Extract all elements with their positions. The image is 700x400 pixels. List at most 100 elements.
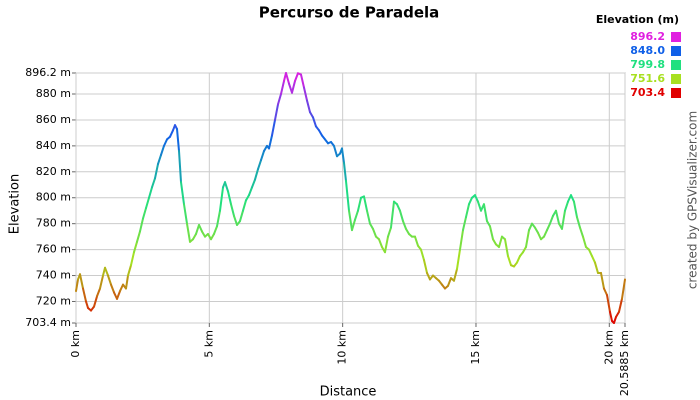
profile-segment (560, 209, 566, 230)
profile-segment (270, 118, 277, 137)
x-axis-label: Distance (320, 385, 377, 400)
profile-segment (136, 230, 141, 243)
profile-segment (356, 196, 362, 212)
profile-segment (572, 200, 578, 219)
profile-segment (198, 223, 203, 233)
profile-segment (124, 274, 129, 290)
profile-segment (142, 207, 147, 220)
profile-segment (371, 227, 377, 238)
profile-segment (342, 161, 347, 182)
legend-swatch (671, 88, 681, 98)
profile-segment (232, 214, 239, 226)
profile-segment (180, 181, 185, 206)
profile-segment (362, 195, 368, 212)
legend-swatch (671, 74, 681, 84)
profile-segment (461, 216, 467, 232)
profile-segment (110, 283, 115, 294)
profile-segment (395, 203, 401, 212)
profile-segment (116, 290, 121, 300)
profile-segment (260, 150, 265, 162)
profile-segment (254, 168, 259, 181)
profile-segment (581, 235, 587, 249)
profile-segment (238, 209, 245, 223)
profile-segment (383, 235, 389, 254)
profile-segment (365, 209, 371, 225)
profile-segment (160, 144, 165, 156)
profile-segment (96, 287, 101, 298)
profile-segment (506, 255, 512, 267)
legend-swatch (671, 60, 681, 70)
profile-segment (332, 144, 339, 158)
profile-segment (386, 226, 392, 238)
legend-swatch (671, 32, 681, 42)
profile-segment (84, 300, 89, 309)
profile-segment (545, 222, 551, 232)
profile-segment (467, 196, 473, 206)
profile-segment (620, 278, 626, 300)
profile-segment (527, 222, 533, 232)
chart-title: Percurso de Paradela (259, 4, 440, 22)
profile-segment (348, 209, 353, 232)
profile-segment (515, 255, 521, 264)
legend-label: 799.8 (630, 58, 665, 71)
profile-segment (230, 203, 235, 217)
profile-segment (497, 235, 503, 249)
profile-segment (276, 93, 283, 106)
x-tick-label: 20 km (602, 330, 615, 365)
y-tick-label: 820 m (36, 165, 71, 178)
profile-segment (98, 274, 105, 290)
profile-segment (503, 238, 509, 258)
profile-segment (452, 268, 458, 282)
profile-segment (340, 147, 345, 164)
legend-label: 896.2 (630, 30, 665, 43)
profile-segment (82, 287, 87, 303)
profile-segment (482, 203, 488, 223)
profile-segment (578, 226, 584, 238)
profile-segment (242, 199, 247, 212)
profile-segment (226, 190, 233, 206)
profile-segment (138, 217, 145, 233)
profile-segment (413, 235, 419, 247)
profile-segment (75, 278, 79, 293)
profile-segment (224, 181, 229, 193)
profile-segment (602, 287, 608, 296)
y-tick-label: 703.4 m (25, 316, 71, 329)
y-tick-label: 740 m (36, 269, 71, 282)
profile-segment (144, 196, 151, 210)
profile-segment (458, 229, 464, 251)
profile-segment (401, 220, 407, 230)
profile-segment (186, 222, 191, 243)
profile-segment (182, 203, 189, 225)
y-tick-label: 860 m (36, 113, 71, 126)
profile-segment (575, 216, 581, 229)
profile-segment (302, 86, 309, 102)
profile-segment (118, 283, 125, 293)
x-tick-label: 5 km (202, 330, 215, 358)
y-tick-label: 800 m (36, 191, 71, 204)
profile-segment (593, 261, 599, 274)
profile-segment (306, 99, 311, 114)
profile-segment (268, 134, 273, 150)
y-tick-label: 840 m (36, 139, 71, 152)
profile-segment (488, 225, 494, 241)
legend-title: Elevation (m) (596, 13, 679, 26)
profile-segment (605, 293, 611, 313)
profile-segment (250, 178, 257, 189)
profile-segment (353, 209, 359, 221)
profile-segment (162, 138, 169, 147)
x-tick-label: 10 km (336, 330, 349, 365)
legend-label: 848.0 (630, 44, 665, 57)
y-tick-label: 760 m (36, 243, 71, 256)
profile-segment (425, 271, 431, 281)
y-tick-label: 896.2 m (25, 66, 71, 79)
profile-segment (569, 194, 575, 203)
legend-label: 751.6 (630, 72, 665, 85)
profile-segment (446, 277, 452, 287)
legend-label: 703.4 (630, 86, 665, 99)
profile-segment (398, 209, 404, 223)
profile-segment (132, 240, 139, 254)
profile-segment (587, 248, 593, 258)
profile-segment (548, 214, 554, 225)
profile-segment (148, 186, 153, 199)
